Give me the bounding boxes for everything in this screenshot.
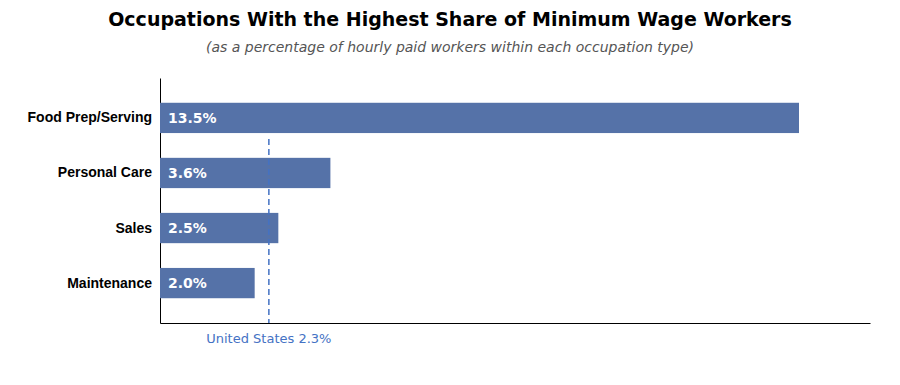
subtitle: (as a percentage of hourly paid workers … [206, 39, 694, 55]
data-label: 2.5% [168, 220, 207, 236]
bars [160, 103, 799, 323]
bar [160, 158, 330, 188]
y-tick: Maintenance [67, 275, 160, 291]
y-axis: Food Prep/Serving Personal Care Sales Maint… [28, 79, 161, 324]
bar [160, 268, 255, 298]
title: Occupations With the Highest Share of Mi… [108, 8, 792, 30]
x-axis [161, 323, 871, 324]
plot: Food Prep/Serving Personal Care Sales Maint… [28, 79, 871, 347]
chart: Occupations With the Highest Share of Mi… [0, 0, 900, 385]
y-tick: Sales [115, 220, 160, 236]
bar [160, 213, 278, 243]
x-axis-line [161, 323, 871, 324]
labels: 13.5% 3.6% 2.5% 2.0% United States 2.3% [168, 110, 331, 346]
data-label: 3.6% [168, 165, 207, 181]
bar [160, 103, 799, 133]
data-label: 13.5% [168, 110, 217, 126]
y-tick-label: Sales [115, 220, 152, 236]
reference-label: United States 2.3% [206, 331, 331, 346]
y-tick: Personal Care [58, 164, 160, 180]
y-tick-label: Food Prep/Serving [28, 109, 152, 125]
y-tick-label: Personal Care [58, 164, 152, 180]
y-tick: Food Prep/Serving [28, 109, 160, 125]
y-tick-label: Maintenance [67, 275, 152, 291]
reference-line [268, 139, 270, 323]
data-label: 2.0% [168, 275, 207, 291]
